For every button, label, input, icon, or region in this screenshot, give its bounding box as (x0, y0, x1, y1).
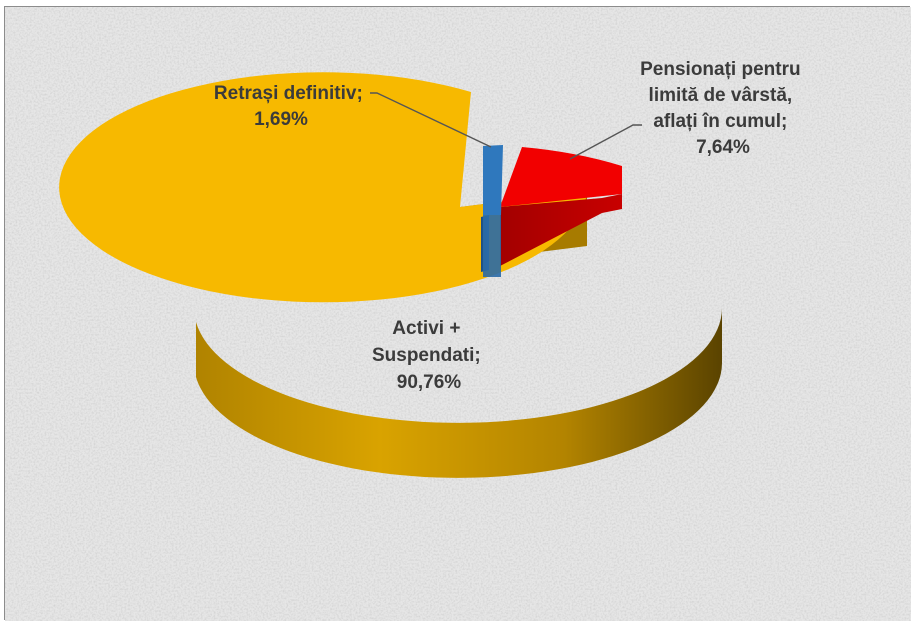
slice-retrasi-front (483, 215, 501, 277)
label-pensionati: Pensionați pentru limită de vârstă, afla… (640, 59, 806, 158)
pie-chart: Activi + Suspendati; 90,76% Retrași defi… (5, 7, 911, 621)
label-retrasi-value: 1,69% (254, 109, 308, 130)
leader-line-retrasi (370, 92, 492, 148)
slice-activi-suspendati-side (196, 308, 722, 478)
label-pensionati-line-2: limită de vârstă, (649, 85, 793, 106)
label-retrasi-line-1: Retrași definitiv; (214, 83, 363, 104)
label-activi-value: 90,76% (397, 372, 462, 393)
label-pensionati-line-1: Pensionați pentru (640, 59, 800, 80)
slice-pensionati (500, 147, 622, 207)
label-activi-line-2: Suspendati; (372, 345, 481, 366)
label-pensionati-line-3: aflați în cumul; (653, 111, 787, 132)
label-retrasi: Retrași definitiv; 1,69% (214, 83, 368, 130)
slice-pensionati-side (500, 194, 622, 266)
label-pensionati-value: 7,64% (696, 137, 750, 158)
chart-frame: Activi + Suspendati; 90,76% Retrași defi… (4, 6, 911, 621)
label-activi-suspendati: Activi + Suspendati; 90,76% (372, 318, 486, 393)
leader-line-pensionati (569, 124, 642, 160)
slice-retrasi (483, 145, 503, 215)
label-activi-line-1: Activi + (392, 318, 460, 339)
